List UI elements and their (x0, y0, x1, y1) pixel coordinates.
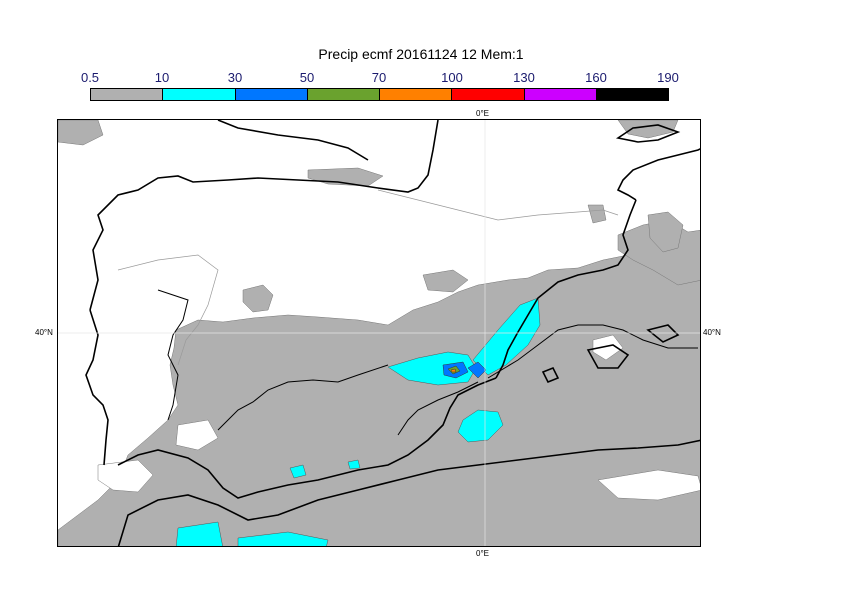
precip-area-10mm (237, 531, 329, 546)
colorbar-label: 10 (154, 70, 170, 85)
dry-area (175, 419, 219, 451)
admin-lines (117, 189, 619, 366)
dry-area (597, 469, 700, 501)
colorbar-label: 160 (585, 70, 607, 85)
coastline (117, 439, 700, 546)
precip-area-10mm (457, 409, 504, 443)
border (217, 364, 389, 431)
borders (157, 289, 698, 436)
colorbar-segment (380, 89, 453, 100)
colorbar-label: 190 (657, 70, 679, 85)
top-longitude-label: 0°E (476, 109, 489, 118)
coastline (117, 377, 497, 499)
colorbar-segment (91, 89, 164, 100)
colorbar-segment (235, 89, 308, 100)
precip-area-10mm (347, 459, 361, 470)
border (397, 381, 479, 436)
colorbar-label: 130 (513, 70, 535, 85)
colorbar-segment (596, 89, 668, 100)
colorbar-segment (163, 89, 236, 100)
precip-area-0-5mm (647, 211, 684, 253)
graticule (58, 120, 700, 546)
left-latitude-label: 40°N (35, 328, 53, 337)
right-latitude-label: 40°N (703, 328, 721, 337)
colorbar-label: 100 (441, 70, 463, 85)
bottom-longitude-label: 0°E (476, 549, 489, 558)
coastline (217, 120, 369, 161)
coastline (616, 148, 700, 201)
dry-area (592, 334, 624, 361)
colorbar-label: 70 (371, 70, 387, 85)
precip-area-0-5mm (242, 284, 274, 313)
dry-area (97, 459, 154, 493)
colorbar-label: 0.5 (80, 70, 100, 85)
colorbar-segment (452, 89, 525, 100)
precip-area-10mm (175, 521, 223, 546)
precip-area-0-5mm (587, 204, 607, 224)
precip-area-0-5mm (58, 120, 104, 146)
coastlines (85, 120, 700, 546)
precip-area-10mm (289, 464, 307, 479)
admin-line (117, 254, 219, 366)
coastline (89, 120, 439, 311)
precip-area-70mm (450, 368, 457, 373)
admin-line (377, 189, 619, 221)
precip-area-0-5mm (422, 269, 469, 293)
border (487, 324, 698, 379)
map-title: Precip ecmf 20161124 12 Mem:1 (318, 46, 524, 62)
precip-area-10mm (472, 297, 541, 376)
island-outline (586, 344, 630, 369)
precip-colorbar (90, 88, 669, 101)
map-canvas (58, 120, 700, 546)
precip-area-30mm (467, 361, 487, 379)
island-outline (541, 366, 560, 384)
colorbar-segment (307, 89, 380, 100)
colorbar-label: 30 (227, 70, 243, 85)
precip-map (57, 119, 701, 547)
coastline (85, 309, 109, 466)
coastline (495, 199, 637, 379)
colorbar-label: 50 (299, 70, 315, 85)
colorbar-segment (524, 89, 597, 100)
border (157, 289, 189, 421)
island-outline (646, 324, 680, 343)
island-outline (615, 124, 681, 143)
